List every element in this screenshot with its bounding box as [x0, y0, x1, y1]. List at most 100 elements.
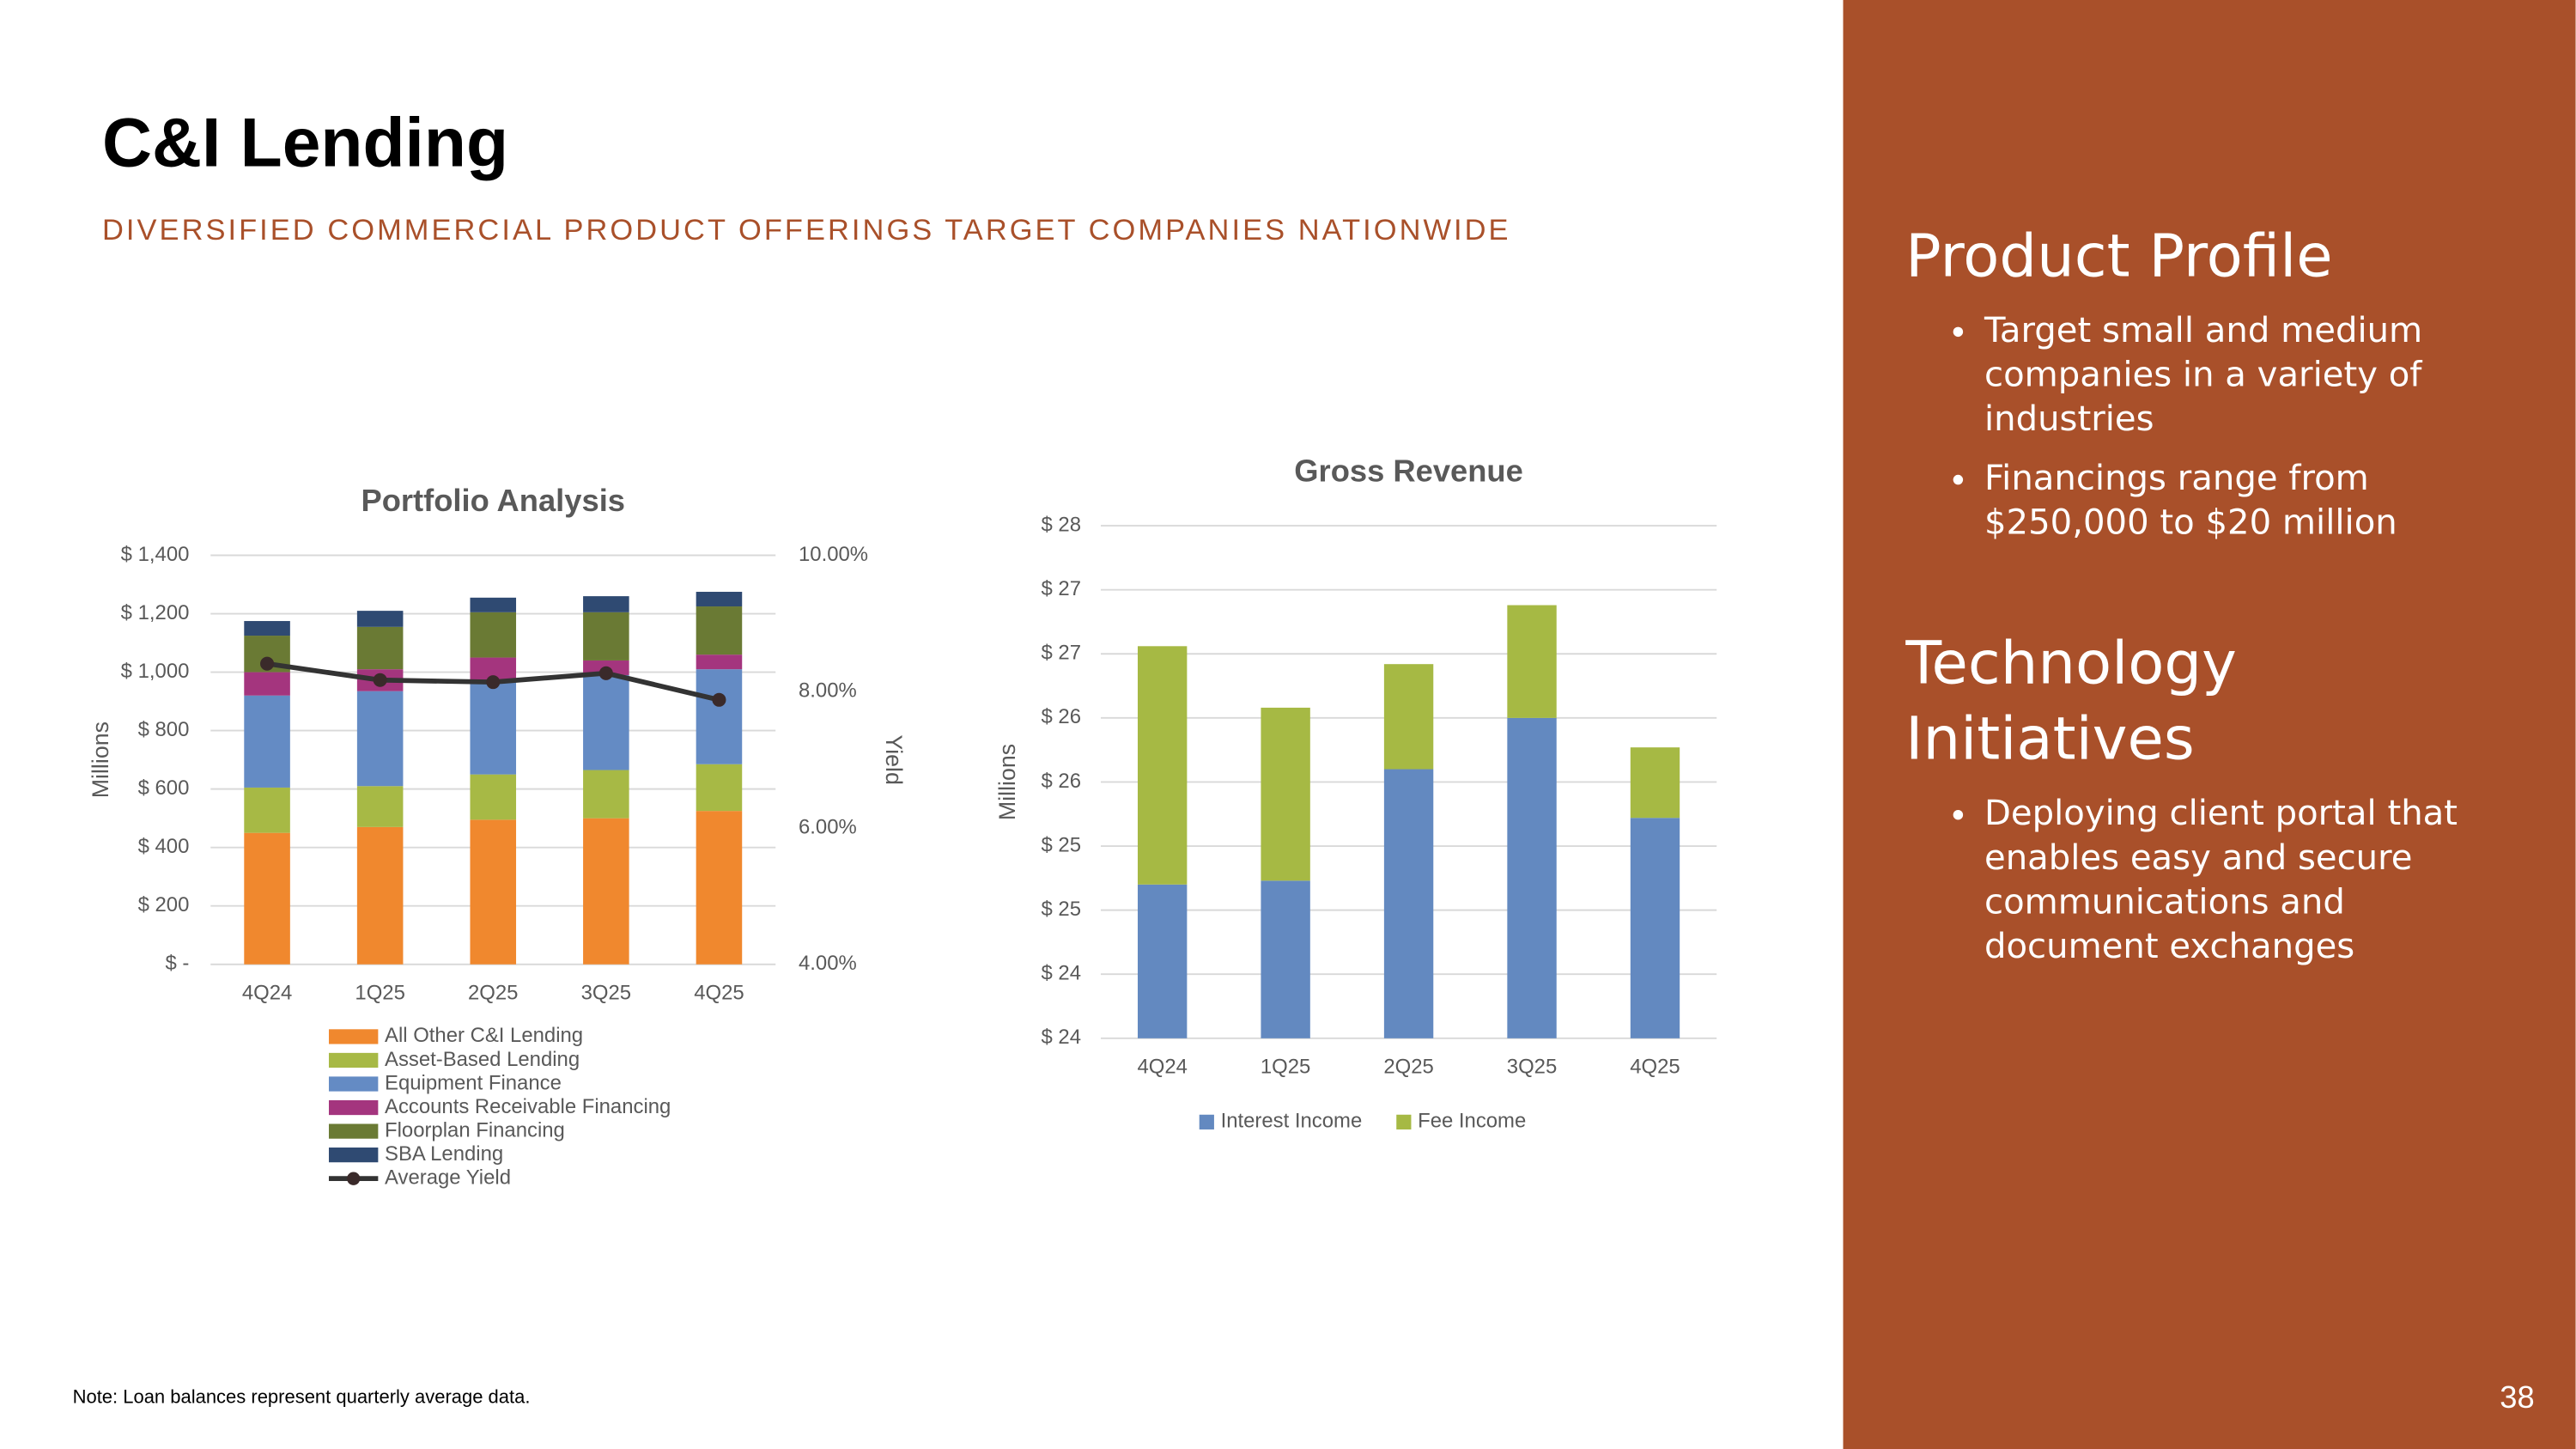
x-tick-label: 1Q25	[355, 981, 404, 1004]
bar-segment	[1507, 717, 1557, 1038]
y-tick-label: $ -	[166, 952, 190, 975]
x-tick-label: 2Q25	[1383, 1056, 1433, 1079]
footnote: Note: Loan balances represent quarterly …	[73, 1386, 531, 1408]
bullet-list: Deploying client portal that enables eas…	[1905, 792, 2546, 970]
legend-label: Accounts Receivable Financing	[385, 1095, 671, 1118]
y-tick-label: $ 28	[1042, 513, 1082, 536]
x-tick-label: 4Q24	[1137, 1056, 1187, 1079]
legend-label: Asset-Based Lending	[385, 1048, 580, 1071]
chart-title: Portfolio Analysis	[361, 483, 626, 518]
bullet-list: Target small and medium companies in a v…	[1905, 309, 2546, 545]
y-tick-label: $ 200	[138, 893, 190, 916]
line-point	[712, 692, 726, 707]
y-tick-label: $ 25	[1042, 898, 1082, 921]
bar-segment	[356, 626, 404, 670]
legend-label: Floorplan Financing	[385, 1118, 565, 1142]
bar-segment	[1137, 884, 1188, 1038]
bar-segment	[356, 826, 404, 965]
panel-content: Product Profile Target small and medium c…	[1905, 220, 2546, 969]
side-panel	[1843, 0, 2576, 1449]
legend-swatch	[1199, 1114, 1214, 1129]
bar-segment	[356, 611, 404, 627]
x-tick-label: 4Q24	[242, 981, 292, 1004]
bar-segment	[244, 832, 290, 965]
bar-segment	[244, 672, 290, 696]
bar-segment	[1261, 880, 1310, 1038]
x-tick-label: 2Q25	[468, 981, 518, 1004]
bullet: Target small and medium companies in a v…	[1984, 309, 2461, 442]
x-tick-label: 4Q25	[694, 981, 744, 1004]
legend-swatch	[328, 1099, 379, 1116]
legend-label: Interest Income	[1221, 1110, 1363, 1133]
y2-axis-title: Yield	[881, 734, 907, 785]
line-point	[598, 666, 613, 680]
bar-segment	[244, 787, 290, 833]
bullet: Financings range from $250,000 to $20 mi…	[1984, 457, 2461, 545]
y-tick-label: $ 1,000	[121, 660, 190, 683]
bar-segment	[583, 674, 629, 770]
legend-label: Fee Income	[1418, 1110, 1526, 1133]
y-tick-label: $ 1,200	[121, 601, 190, 624]
bar-segment	[696, 669, 743, 764]
bar-segment	[356, 691, 404, 787]
slide-title: C&I Lending	[102, 104, 508, 181]
bar-segment	[244, 621, 290, 636]
bar-segment	[1383, 769, 1434, 1038]
bar-segment	[1507, 605, 1557, 718]
y-axis-title: Millions	[88, 721, 113, 798]
bullet: Deploying client portal that enables eas…	[1984, 792, 2461, 970]
y-tick-label: $ 25	[1042, 833, 1082, 856]
y-tick-label: $ 27	[1042, 642, 1082, 665]
y-tick-label: $ 800	[138, 718, 190, 741]
y2-tick-label: 4.00%	[799, 952, 857, 975]
y-axis-title: Millions	[994, 744, 1020, 820]
bar-segment	[1261, 707, 1310, 881]
y-tick-label: $ 26	[1042, 705, 1082, 728]
bar-segment	[244, 695, 290, 788]
y-tick-label: $ 24	[1042, 962, 1082, 985]
y-tick-label: $ 600	[138, 776, 190, 800]
line-point	[260, 656, 275, 671]
y2-tick-label: 10.00%	[799, 543, 868, 566]
x-tick-label: 4Q25	[1630, 1056, 1680, 1079]
bar-segment	[470, 819, 517, 965]
legend-swatch	[328, 1148, 379, 1163]
slide-subtitle: DIVERSIFIED COMMERCIAL PRODUCT OFFERINGS…	[102, 214, 1511, 247]
line-point	[486, 675, 501, 690]
y-tick-label: $ 27	[1042, 577, 1082, 600]
line-point	[373, 673, 387, 687]
bar-segment	[1137, 646, 1188, 885]
legend-swatch	[328, 1123, 379, 1139]
bar-segment	[470, 774, 517, 820]
bar-segment	[470, 680, 517, 775]
x-tick-label: 3Q25	[1507, 1056, 1557, 1079]
x-tick-label: 1Q25	[1261, 1056, 1310, 1079]
bar-segment	[470, 597, 517, 612]
x-tick-label: 3Q25	[581, 981, 631, 1004]
bar-segment	[1630, 747, 1680, 819]
legend-swatch	[328, 1052, 379, 1068]
bar-segment	[1383, 664, 1434, 770]
legend-swatch	[328, 1076, 379, 1092]
legend-dot	[347, 1172, 361, 1185]
y2-tick-label: 8.00%	[799, 679, 857, 703]
bar-segment	[1630, 818, 1680, 1038]
legend-label: Average Yield	[385, 1166, 511, 1189]
bar-segment	[696, 654, 743, 670]
bar-segment	[696, 592, 743, 607]
legend-swatch	[1396, 1114, 1412, 1129]
bar-segment	[356, 786, 404, 827]
legend-label: All Other C&I Lending	[385, 1024, 583, 1047]
section-heading: Technology Initiatives	[1905, 630, 2237, 774]
legend-label: Equipment Finance	[385, 1071, 562, 1094]
y-tick-label: $ 24	[1042, 1026, 1082, 1049]
bar-segment	[696, 764, 743, 812]
section-heading: Product Profile	[1905, 223, 2333, 291]
bar-segment	[583, 596, 629, 612]
panel-text: Product Profile Target small and medium c…	[1905, 220, 2546, 1140]
bar-segment	[470, 612, 517, 658]
y2-tick-label: 6.00%	[799, 815, 857, 838]
legend-swatch	[328, 1029, 379, 1044]
